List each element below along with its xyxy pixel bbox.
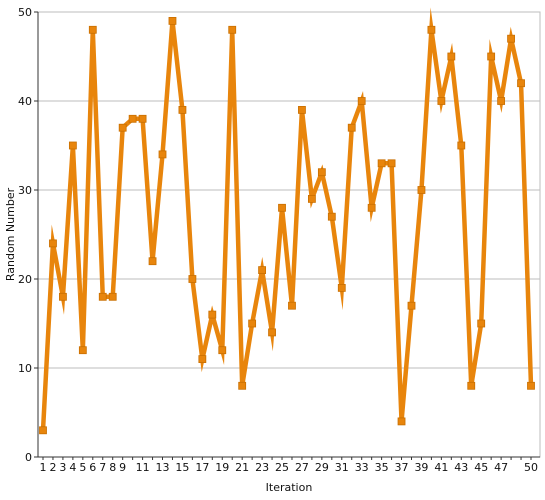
x-tick-label: 33 [355, 461, 369, 474]
data-point [108, 292, 117, 301]
data-point [208, 310, 217, 319]
data-point [337, 283, 346, 292]
data-point [357, 97, 366, 105]
data-point [407, 301, 416, 310]
data-point [447, 52, 456, 61]
x-tick-label: 45 [474, 461, 488, 474]
data-point [507, 34, 515, 43]
data-point [198, 355, 207, 364]
data-point [188, 275, 197, 283]
data-point [307, 194, 316, 203]
x-tick-label: 19 [215, 461, 229, 474]
data-point [417, 186, 426, 194]
data-point [397, 417, 406, 426]
data-point [367, 203, 376, 212]
y-tick-label: 40 [18, 95, 32, 108]
x-tick-label: 3 [59, 461, 66, 474]
data-point [497, 97, 506, 105]
y-tick-label: 0 [25, 451, 32, 464]
x-tick-label: 43 [454, 461, 468, 474]
data-point [327, 212, 336, 221]
x-tick-label: 35 [375, 461, 389, 474]
x-tick-label: 4 [69, 461, 76, 474]
data-point [78, 346, 87, 355]
data-point [218, 346, 227, 355]
data-point [49, 239, 57, 248]
data-point [168, 16, 177, 25]
data-point [268, 328, 276, 337]
data-point [258, 266, 267, 275]
data-point [68, 141, 77, 150]
data-point [158, 150, 167, 159]
data-point [138, 114, 147, 123]
x-tick-label: 13 [156, 461, 170, 474]
data-point [88, 25, 97, 34]
x-tick-label: 7 [99, 461, 106, 474]
x-tick-label: 6 [89, 461, 96, 474]
x-tick-label: 11 [136, 461, 150, 474]
x-tick-label: 15 [175, 461, 189, 474]
x-tick-label: 9 [119, 461, 126, 474]
x-tick-label: 1 [40, 461, 47, 474]
x-tick-label: 41 [434, 461, 448, 474]
x-tick-label: 27 [295, 461, 309, 474]
data-point [178, 106, 187, 114]
data-point [238, 381, 247, 390]
x-tick-label: 50 [524, 461, 538, 474]
data-point [248, 319, 257, 328]
data-point [527, 381, 535, 390]
data-point [59, 292, 67, 301]
data-point [39, 426, 47, 435]
data-point [457, 141, 466, 150]
data-point [487, 52, 496, 61]
x-tick-label: 31 [335, 461, 349, 474]
data-point [148, 257, 157, 266]
data-point [467, 381, 476, 390]
data-point [98, 292, 107, 301]
data-point [278, 203, 286, 212]
data-point [437, 97, 446, 105]
x-tick-label: 2 [49, 461, 56, 474]
y-axis-title: Random Number [4, 187, 17, 281]
x-tick-label: 25 [275, 461, 289, 474]
data-point [517, 79, 525, 88]
data-point [477, 319, 486, 328]
y-tick-label: 20 [18, 273, 32, 286]
data-point [298, 106, 306, 114]
x-tick-label: 8 [109, 461, 116, 474]
x-tick-label: 21 [235, 461, 249, 474]
x-tick-label: 47 [494, 461, 508, 474]
y-tick-label: 50 [18, 6, 32, 19]
x-tick-label: 23 [255, 461, 269, 474]
y-tick-label: 10 [18, 362, 32, 375]
data-point [288, 301, 296, 310]
x-tick-label: 5 [79, 461, 86, 474]
axes [34, 11, 540, 460]
data-point [377, 159, 386, 168]
data-point [228, 25, 237, 34]
data-point [128, 114, 137, 123]
data-point [317, 168, 326, 177]
x-axis-title: Iteration [266, 481, 313, 494]
series [39, 7, 535, 435]
x-tick-label: 37 [395, 461, 409, 474]
data-point [387, 159, 396, 168]
y-tick-label: 30 [18, 184, 32, 197]
data-point [347, 123, 356, 132]
data-point [427, 25, 436, 34]
x-tick-label: 17 [195, 461, 209, 474]
data-point [118, 123, 127, 132]
x-tick-label: 39 [414, 461, 428, 474]
x-tick-label: 29 [315, 461, 329, 474]
